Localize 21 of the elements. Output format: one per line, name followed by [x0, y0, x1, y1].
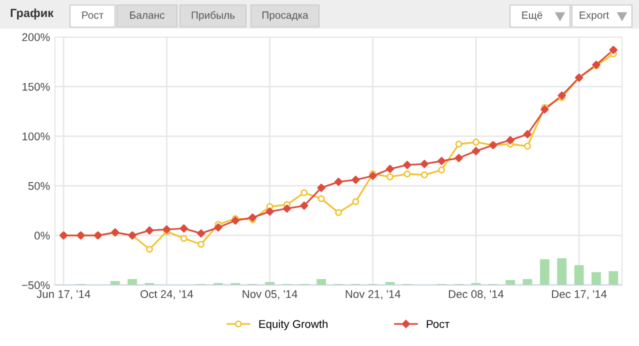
legend-label: Рост — [426, 320, 450, 328]
text: Export — [580, 12, 609, 21]
x-tick-label: Dec 08, '14 — [448, 290, 504, 300]
text: Ещё — [522, 12, 542, 21]
legend-label: Equity Growth — [259, 320, 328, 330]
text: Рост — [82, 12, 104, 19]
y-tick-label: 200% — [22, 33, 50, 42]
x-tick-label: Nov 05, '14 — [242, 290, 298, 300]
x-tick-label: Jun 17, '14 — [36, 290, 90, 300]
y-tick-label: 50% — [28, 182, 50, 190]
text: Баланс — [130, 12, 164, 19]
text: Прибыль — [192, 11, 235, 21]
x-tick-label: Nov 21, '14 — [346, 290, 400, 300]
x-tick-label: Oct 24, '14 — [140, 290, 194, 300]
x-tick-label: Dec 17, '14 — [552, 290, 607, 300]
y-tick-label: −50% — [22, 281, 50, 290]
y-tick-label: 0% — [34, 232, 50, 240]
text: Просадка — [262, 12, 308, 21]
y-tick-label: 100% — [22, 132, 50, 140]
chart-title: График — [10, 8, 54, 20]
y-tick-label: 150% — [22, 82, 50, 91]
